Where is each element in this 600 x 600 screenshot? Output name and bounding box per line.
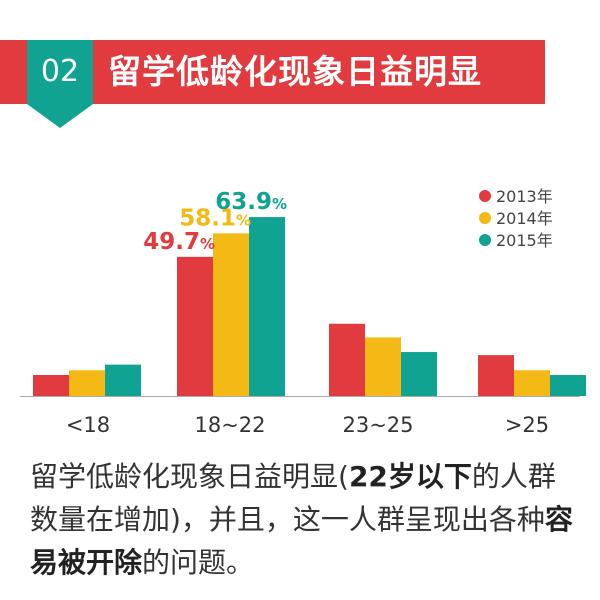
bar-1-0 — [69, 370, 105, 396]
legend-label-0: 2013年 — [496, 187, 553, 206]
legend-label-2: 2015年 — [496, 231, 553, 250]
page-title: 留学低龄化现象日益明显 — [108, 52, 482, 91]
bar-0-3 — [478, 355, 514, 396]
x-tick-label-2: 23~25 — [342, 413, 413, 437]
bar-1-2 — [365, 337, 401, 396]
bar-0-1 — [177, 256, 213, 396]
caption-text: 留学低龄化现象日益明显(22岁以下的人群数量在增加)，并且，这一人群呈现出各种容… — [30, 455, 580, 584]
data-label-0: 49.7% — [143, 229, 215, 255]
caption-part-3: 的问题。 — [142, 546, 255, 579]
legend-marker-0 — [479, 190, 491, 202]
bar-0-2 — [329, 323, 365, 396]
bar-1-1 — [213, 233, 249, 396]
bar-1-3 — [514, 370, 550, 396]
x-tick-label-1: 18~22 — [194, 413, 265, 437]
bar-2-0 — [105, 364, 141, 396]
data-label-1: 58.1% — [179, 205, 251, 231]
legend-marker-2 — [479, 234, 491, 246]
bar-2-3 — [550, 375, 586, 396]
section-badge — [27, 40, 93, 104]
caption-part-1: 留学低龄化现象日益明显( — [30, 460, 349, 493]
caption-part-2: 的人群数量在增加)，并且，这一人群呈现出各种 — [30, 460, 556, 536]
section-badge-pointer — [27, 104, 93, 128]
bar-2-1 — [249, 217, 285, 396]
section-number: 02 — [40, 54, 80, 89]
legend-label-1: 2014年 — [496, 209, 553, 228]
x-tick-label-0: <18 — [66, 413, 110, 437]
bar-0-0 — [33, 375, 69, 396]
caption-highlight-age: 22岁以下 — [348, 460, 472, 493]
x-tick-label-3: >25 — [505, 413, 549, 437]
bar-2-2 — [401, 352, 437, 396]
caption-highlight-expelled: 容易被开除 — [30, 503, 573, 579]
legend-marker-1 — [479, 212, 491, 224]
data-label-2: 63.9% — [215, 189, 287, 215]
